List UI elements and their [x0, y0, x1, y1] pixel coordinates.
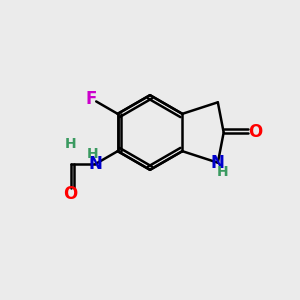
Text: N: N [88, 155, 102, 173]
Text: O: O [64, 185, 78, 203]
Text: N: N [211, 154, 225, 172]
Text: H: H [87, 147, 98, 161]
Text: H: H [65, 136, 76, 151]
Text: O: O [248, 124, 262, 142]
Text: F: F [86, 90, 97, 108]
Text: H: H [216, 165, 228, 179]
